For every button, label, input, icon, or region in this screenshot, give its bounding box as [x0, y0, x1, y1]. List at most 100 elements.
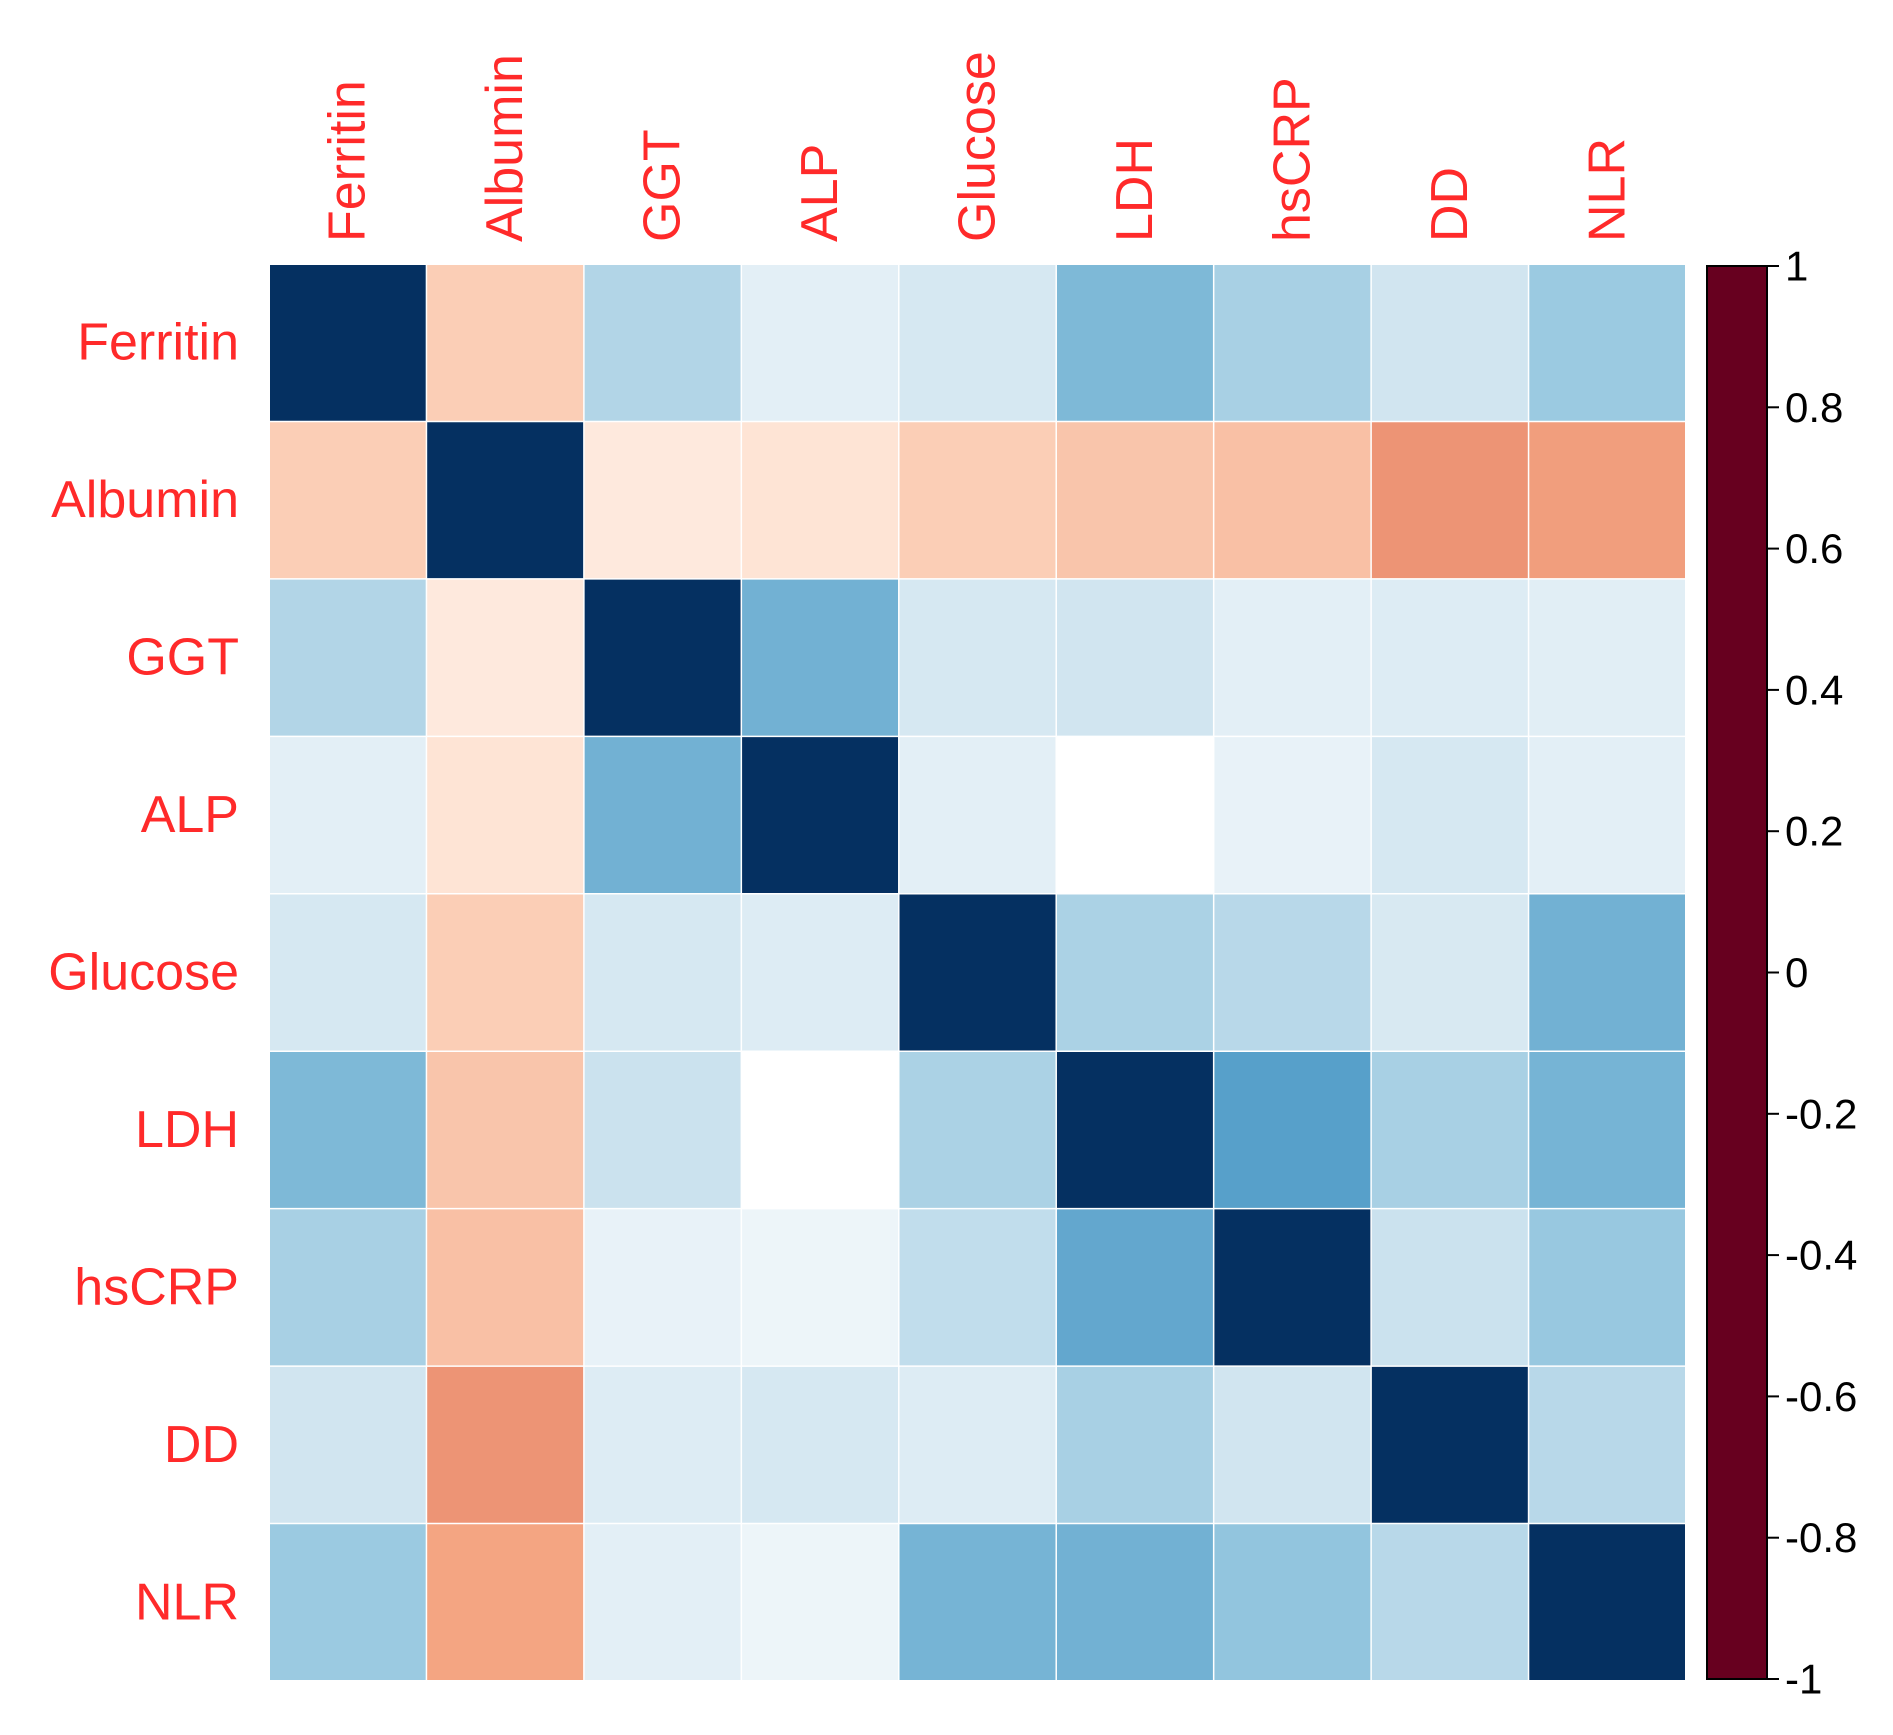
- heatmap-cell-dd-ggt: [583, 1366, 742, 1525]
- heatmap-cell-hscrp-ferritin: [269, 1208, 428, 1367]
- heatmap-cell-ferritin-dd: [1371, 264, 1530, 423]
- heatmap-cell-albumin-ldh: [1056, 421, 1215, 580]
- heatmap-cell-nlr-glucose: [898, 1523, 1057, 1682]
- colorbar-tick-label: 1: [1785, 243, 1808, 290]
- heatmap-cell-alp-ferritin: [269, 736, 428, 895]
- heatmap-cell-ferritin-ferritin: [269, 264, 428, 423]
- column-label-alp: ALP: [791, 144, 849, 242]
- heatmap-cell-glucose-hscrp: [1213, 893, 1372, 1052]
- heatmap-cell-ferritin-albumin: [426, 264, 585, 423]
- row-labels: Ferritin Albumin GGT ALP Glucose LDH hsCRP DD NL…: [48, 314, 239, 1632]
- heatmap-cell-ldh-ferritin: [269, 1051, 428, 1210]
- heatmap-cell-alp-glucose: [898, 736, 1057, 895]
- heatmap-cell-glucose-albumin: [426, 893, 585, 1052]
- heatmap-cell-albumin-ggt: [583, 421, 742, 580]
- row-label-dd: DD: [164, 1416, 239, 1474]
- colorbar-tick-label: -0.8: [1785, 1514, 1857, 1561]
- column-label-dd: DD: [1421, 167, 1479, 242]
- heatmap-cell-ldh-nlr: [1528, 1051, 1687, 1210]
- heatmap-cell-albumin-dd: [1371, 421, 1530, 580]
- grid-frame: [268, 263, 1687, 1682]
- heatmap-cell-ferritin-alp: [741, 264, 900, 423]
- heatmap-cell-nlr-alp: [741, 1523, 900, 1682]
- heatmap-cell-alp-hscrp: [1213, 736, 1372, 895]
- heatmap-cell-hscrp-ldh: [1056, 1208, 1215, 1367]
- column-label-ggt: GGT: [634, 129, 692, 242]
- row-label-nlr: NLR: [135, 1573, 239, 1631]
- heatmap-cell-nlr-hscrp: [1213, 1523, 1372, 1682]
- heatmap-cell-ferritin-hscrp: [1213, 264, 1372, 423]
- heatmap-cell-glucose-ferritin: [269, 893, 428, 1052]
- colorbar: 1 0.8 0.6 0.4 0.2 0 -0.2 -0.4 -0.6 -0.8 -1: [1706, 243, 1857, 1703]
- row-label-alp: ALP: [141, 786, 239, 844]
- heatmap-cell-dd-ferritin: [269, 1366, 428, 1525]
- heatmap-cell-glucose-ldh: [1056, 893, 1215, 1052]
- colorbar-tick-label: 0.4: [1785, 666, 1843, 713]
- heatmap-cell-albumin-glucose: [898, 421, 1057, 580]
- cell-separators: [269, 264, 1686, 1681]
- heatmap-cell-ggt-albumin: [426, 578, 585, 737]
- heatmap-cell-ldh-hscrp: [1213, 1051, 1372, 1210]
- colorbar-tick-label: 0.2: [1785, 808, 1843, 855]
- heatmap-cell-nlr-ferritin: [269, 1523, 428, 1682]
- heatmap-cell-glucose-glucose: [898, 893, 1057, 1052]
- colorbar-tick-label: 0.8: [1785, 384, 1843, 431]
- heatmap-cell-dd-albumin: [426, 1366, 585, 1525]
- heatmap-cell-hscrp-dd: [1371, 1208, 1530, 1367]
- heatmap-cell-albumin-nlr: [1528, 421, 1687, 580]
- colorbar-tick-label: 0: [1785, 949, 1808, 996]
- heatmap-cell-alp-alp: [741, 736, 900, 895]
- heatmap-cell-ferritin-ldh: [1056, 264, 1215, 423]
- row-label-hscrp: hsCRP: [74, 1258, 239, 1316]
- heatmap-cell-nlr-dd: [1371, 1523, 1530, 1682]
- colorbar-gradient: [1706, 265, 1768, 1680]
- heatmap-cell-nlr-albumin: [426, 1523, 585, 1682]
- heatmap-cell-ldh-glucose: [898, 1051, 1057, 1210]
- heatmap-cell-hscrp-hscrp: [1213, 1208, 1372, 1367]
- colorbar-tick-label: -1: [1785, 1656, 1822, 1703]
- heatmap-cell-ldh-dd: [1371, 1051, 1530, 1210]
- heatmap-cell-glucose-alp: [741, 893, 900, 1052]
- column-label-ldh: LDH: [1106, 138, 1164, 242]
- heatmap-cell-ggt-alp: [741, 578, 900, 737]
- heatmap-cell-albumin-alp: [741, 421, 900, 580]
- heatmap-cells: [269, 264, 1687, 1682]
- column-label-glucose: Glucose: [949, 51, 1007, 242]
- heatmap-cell-hscrp-alp: [741, 1208, 900, 1367]
- heatmap-cell-ggt-glucose: [898, 578, 1057, 737]
- heatmap-cell-hscrp-albumin: [426, 1208, 585, 1367]
- colorbar-tick-label: -0.4: [1785, 1232, 1857, 1279]
- heatmap-cell-dd-nlr: [1528, 1366, 1687, 1525]
- heatmap-cell-ggt-ldh: [1056, 578, 1215, 737]
- heatmap-cell-ldh-albumin: [426, 1051, 585, 1210]
- heatmap-cell-ggt-ferritin: [269, 578, 428, 737]
- heatmap-cell-ldh-ldh: [1056, 1051, 1215, 1210]
- heatmap-cell-nlr-ldh: [1056, 1523, 1215, 1682]
- row-label-glucose: Glucose: [48, 944, 239, 1002]
- column-label-nlr: NLR: [1578, 138, 1636, 242]
- column-label-hscrp: hsCRP: [1263, 77, 1321, 242]
- heatmap-cell-ggt-dd: [1371, 578, 1530, 737]
- heatmap-cell-ferritin-nlr: [1528, 264, 1687, 423]
- column-label-albumin: Albumin: [476, 54, 534, 242]
- heatmap-cell-alp-ggt: [583, 736, 742, 895]
- row-label-ldh: LDH: [135, 1101, 239, 1159]
- heatmap-cell-ggt-ggt: [583, 578, 742, 737]
- heatmap-cell-alp-nlr: [1528, 736, 1687, 895]
- column-labels: Ferritin Albumin GGT ALP Glucose LDH hsCRP DD NL…: [319, 51, 1637, 242]
- heatmap-cell-glucose-dd: [1371, 893, 1530, 1052]
- heatmap-cell-alp-albumin: [426, 736, 585, 895]
- row-label-albumin: Albumin: [51, 471, 239, 529]
- heatmap-cell-ferritin-ggt: [583, 264, 742, 423]
- row-label-ggt: GGT: [126, 629, 239, 687]
- heatmap-cell-albumin-hscrp: [1213, 421, 1372, 580]
- colorbar-tick-label: 0.6: [1785, 525, 1843, 572]
- heatmap-cell-albumin-ferritin: [269, 421, 428, 580]
- row-label-ferritin: Ferritin: [77, 314, 239, 372]
- column-label-ferritin: Ferritin: [319, 80, 377, 242]
- heatmap-cell-hscrp-ggt: [583, 1208, 742, 1367]
- heatmap-cell-alp-dd: [1371, 736, 1530, 895]
- heatmap-cell-hscrp-nlr: [1528, 1208, 1687, 1367]
- heatmap-cell-ldh-alp: [741, 1051, 900, 1210]
